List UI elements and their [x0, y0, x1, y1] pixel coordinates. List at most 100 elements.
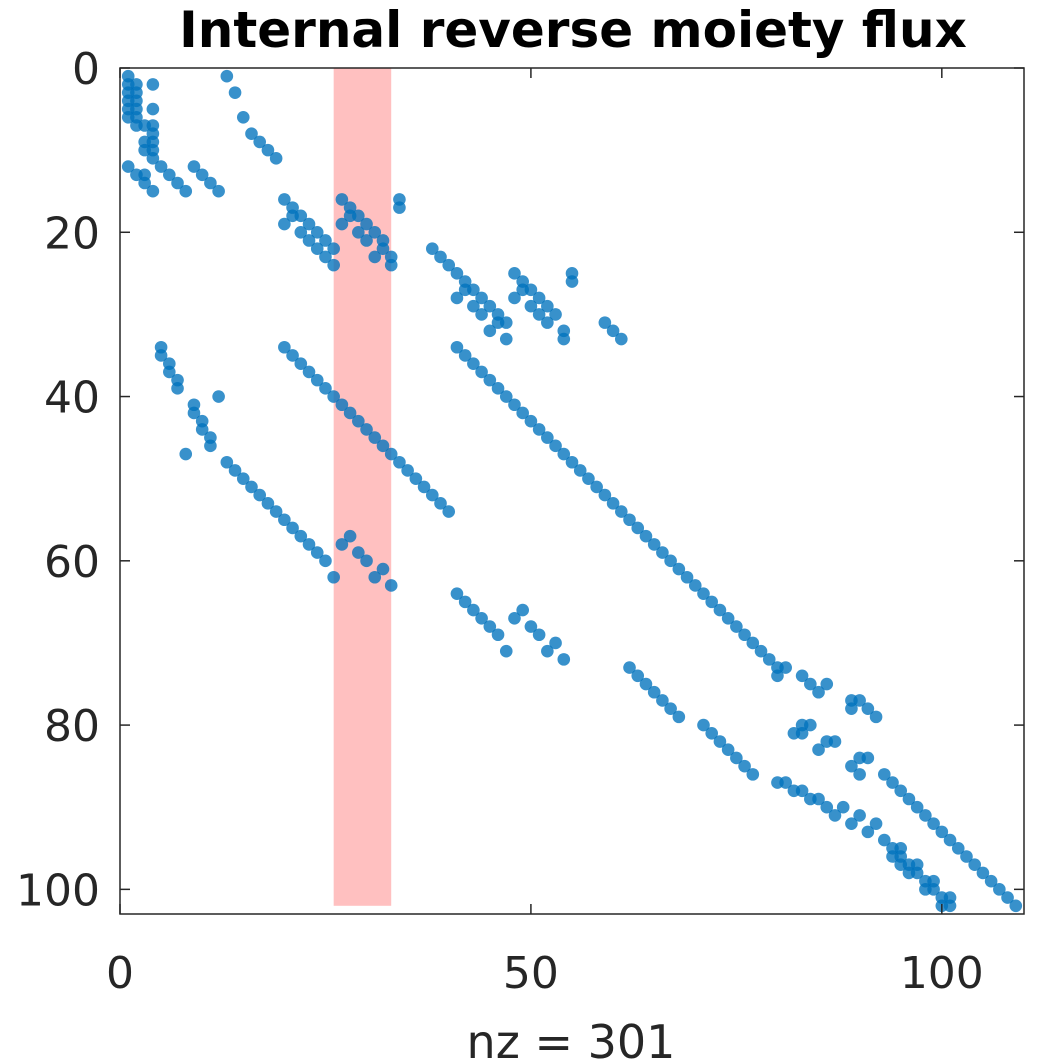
data-point: [508, 291, 521, 305]
data-point: [401, 464, 414, 477]
data-point: [302, 217, 316, 231]
data-point: [845, 817, 858, 830]
data-point: [582, 472, 595, 485]
data-point: [376, 439, 390, 453]
data-point: [352, 209, 365, 223]
data-point: [442, 505, 456, 518]
data-point: [467, 603, 480, 617]
data-point: [549, 439, 562, 453]
data-point: [450, 587, 464, 600]
data-point: [861, 825, 875, 839]
data-point: [425, 242, 439, 255]
data-point: [499, 332, 513, 346]
data-point: [927, 817, 940, 830]
data-point: [623, 513, 636, 527]
data-point: [310, 373, 324, 387]
data-point: [532, 308, 546, 321]
data-point: [146, 102, 160, 116]
data-point: [327, 242, 340, 255]
data-point: [261, 497, 275, 510]
data-point: [294, 225, 308, 239]
data-point: [828, 809, 842, 822]
data-point: [458, 595, 472, 609]
data-point: [647, 538, 661, 551]
data-point: [532, 423, 546, 436]
data-point: [680, 570, 694, 584]
data-point: [352, 414, 365, 428]
data-point: [228, 464, 242, 477]
data-point: [179, 447, 193, 461]
x-tick-label: 50: [503, 948, 559, 999]
data-point: [968, 858, 981, 872]
data-point: [590, 480, 603, 494]
data-point: [820, 800, 834, 814]
data-point: [508, 612, 521, 625]
data-point: [220, 69, 234, 83]
data-point: [434, 250, 447, 264]
data-point: [754, 644, 768, 658]
data-point: [877, 833, 891, 847]
data-point: [508, 267, 521, 280]
data-point: [146, 127, 160, 141]
data-point: [302, 538, 316, 551]
data-point: [253, 488, 267, 502]
data-point: [163, 365, 176, 379]
data-point: [919, 809, 932, 822]
data-point: [812, 685, 825, 699]
data-point: [393, 455, 406, 469]
data-point: [384, 258, 398, 272]
data-point: [812, 792, 825, 806]
data-point: [171, 382, 184, 395]
data-point: [508, 398, 521, 412]
data-point: [475, 365, 488, 379]
data-point: [286, 349, 299, 362]
data-point: [606, 324, 620, 338]
data-point: [516, 406, 529, 420]
data-point: [269, 505, 283, 518]
data-point: [746, 636, 760, 650]
data-point: [491, 628, 505, 642]
data-point: [212, 184, 225, 198]
data-point: [845, 759, 858, 773]
data-point: [615, 505, 628, 518]
data-point: [606, 497, 620, 510]
data-point: [335, 217, 349, 231]
data-point: [483, 299, 497, 313]
data-point: [327, 570, 340, 584]
data-point: [360, 217, 373, 231]
data-point: [779, 776, 792, 789]
data-point: [877, 768, 891, 781]
data-point: [853, 809, 866, 822]
data-point: [631, 521, 645, 535]
data-point: [623, 661, 636, 674]
data-point: [352, 225, 365, 239]
data-point: [516, 603, 529, 617]
data-point: [278, 513, 291, 527]
data-point: [795, 669, 809, 683]
data-point: [269, 152, 283, 165]
data-point: [532, 291, 546, 305]
data-point: [499, 390, 513, 403]
data-point: [368, 250, 382, 264]
data-point: [187, 160, 201, 173]
data-point: [524, 620, 538, 633]
data-point: [195, 423, 209, 436]
data-point: [261, 143, 275, 157]
data-point: [302, 234, 316, 247]
data-point: [154, 349, 168, 362]
data-point: [943, 833, 957, 847]
data-point: [154, 160, 168, 173]
y-tick-label: 100: [16, 865, 100, 916]
data-point: [524, 299, 538, 313]
data-point: [294, 357, 308, 370]
data-point: [639, 529, 653, 543]
data-point: [541, 299, 554, 313]
data-point: [869, 817, 883, 830]
data-point: [557, 653, 571, 666]
data-point: [319, 554, 332, 568]
y-tick-label: 0: [72, 44, 100, 95]
data-point: [943, 899, 957, 913]
data-point: [450, 267, 464, 280]
data-point: [335, 538, 349, 551]
